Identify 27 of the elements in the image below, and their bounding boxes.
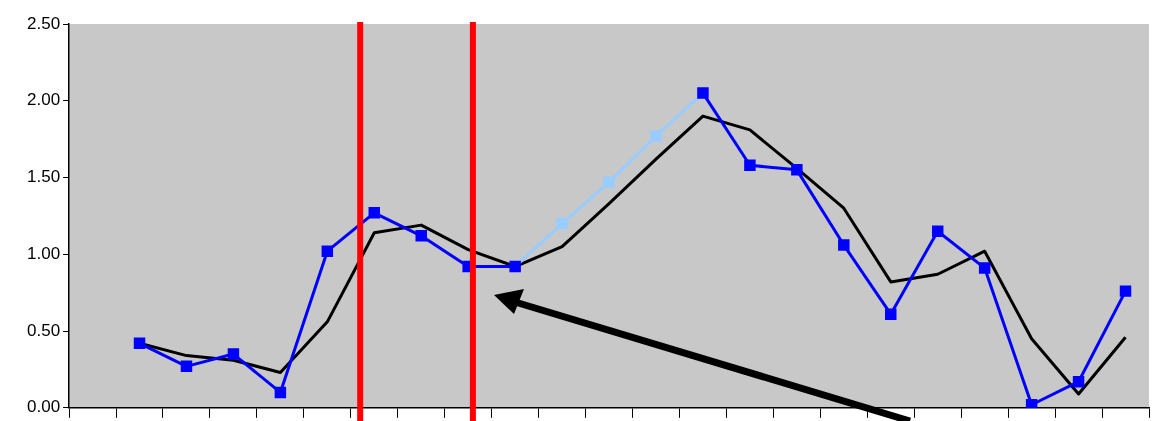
point xyxy=(603,176,615,188)
point xyxy=(838,239,850,251)
point xyxy=(133,337,146,350)
point xyxy=(556,217,568,230)
point xyxy=(227,348,240,360)
y-tick-label: 1.00 xyxy=(26,243,61,263)
point xyxy=(415,230,427,242)
point xyxy=(1072,375,1085,388)
point xyxy=(1119,285,1132,297)
point xyxy=(1025,398,1038,408)
point xyxy=(321,245,334,257)
point xyxy=(368,207,381,219)
y-tick-label: 0.00 xyxy=(26,397,61,417)
point xyxy=(791,164,803,176)
point xyxy=(180,360,193,373)
y-tick-label: 2.50 xyxy=(26,13,61,33)
y-tick-label: 1.50 xyxy=(26,167,61,187)
point xyxy=(978,262,991,274)
point xyxy=(931,225,944,237)
point xyxy=(274,386,287,399)
point xyxy=(744,159,756,171)
point xyxy=(697,87,709,99)
point xyxy=(509,260,521,273)
point xyxy=(650,130,662,142)
y-tick-label: 2.00 xyxy=(26,90,61,110)
point xyxy=(885,308,897,320)
y-tick-label: 0.50 xyxy=(26,320,61,340)
